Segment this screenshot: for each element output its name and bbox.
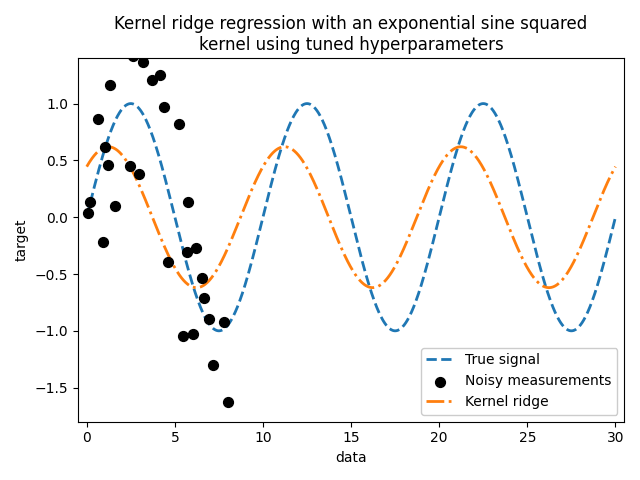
True signal	[127, 101, 134, 107]
Noisy measurements	[125, 162, 135, 169]
Kernel ridge	[506, 226, 513, 232]
Legend: True signal, Noisy measurements, Kernel ridge: True signal, Noisy measurements, Kernel …	[421, 348, 618, 415]
Kernel ridge	[104, 144, 112, 150]
True signal	[496, 120, 504, 126]
Noisy measurements	[85, 198, 95, 206]
Kernel ridge	[612, 164, 620, 169]
Y-axis label: target: target	[15, 219, 29, 261]
Noisy measurements	[129, 52, 139, 60]
Kernel ridge	[138, 187, 145, 193]
Kernel ridge	[496, 202, 504, 208]
X-axis label: data: data	[335, 451, 367, 465]
True signal	[298, 103, 305, 108]
Noisy measurements	[102, 161, 113, 169]
Noisy measurements	[155, 71, 165, 79]
Noisy measurements	[208, 361, 218, 369]
Noisy measurements	[83, 209, 93, 216]
Kernel ridge	[317, 194, 324, 200]
Noisy measurements	[93, 115, 103, 122]
Noisy measurements	[173, 120, 184, 127]
Noisy measurements	[138, 58, 148, 65]
Noisy measurements	[223, 398, 233, 406]
True signal	[83, 215, 90, 220]
Noisy measurements	[134, 169, 144, 177]
Noisy measurements	[98, 238, 108, 246]
Line: Kernel ridge: Kernel ridge	[86, 147, 616, 288]
Noisy measurements	[191, 244, 201, 252]
Noisy measurements	[100, 144, 110, 151]
Kernel ridge	[447, 148, 454, 154]
Noisy measurements	[188, 330, 198, 337]
Noisy measurements	[183, 198, 193, 206]
Noisy measurements	[178, 332, 188, 340]
True signal	[447, 168, 454, 174]
Kernel ridge	[193, 285, 200, 290]
Noisy measurements	[219, 318, 229, 326]
True signal	[215, 328, 223, 334]
Noisy measurements	[196, 274, 207, 281]
Noisy measurements	[204, 315, 214, 323]
Kernel ridge	[83, 164, 90, 169]
Noisy measurements	[147, 76, 157, 84]
Kernel ridge	[298, 156, 305, 162]
True signal	[317, 114, 324, 120]
Noisy measurements	[159, 103, 169, 111]
Noisy measurements	[163, 258, 173, 266]
Noisy measurements	[105, 81, 115, 89]
Title: Kernel ridge regression with an exponential sine squared
kernel using tuned hype: Kernel ridge regression with an exponent…	[115, 15, 588, 54]
True signal	[506, 147, 513, 153]
True signal	[612, 215, 620, 220]
True signal	[138, 108, 145, 114]
Noisy measurements	[182, 249, 192, 256]
Noisy measurements	[199, 294, 209, 301]
Line: True signal: True signal	[86, 104, 616, 331]
Noisy measurements	[109, 203, 120, 210]
